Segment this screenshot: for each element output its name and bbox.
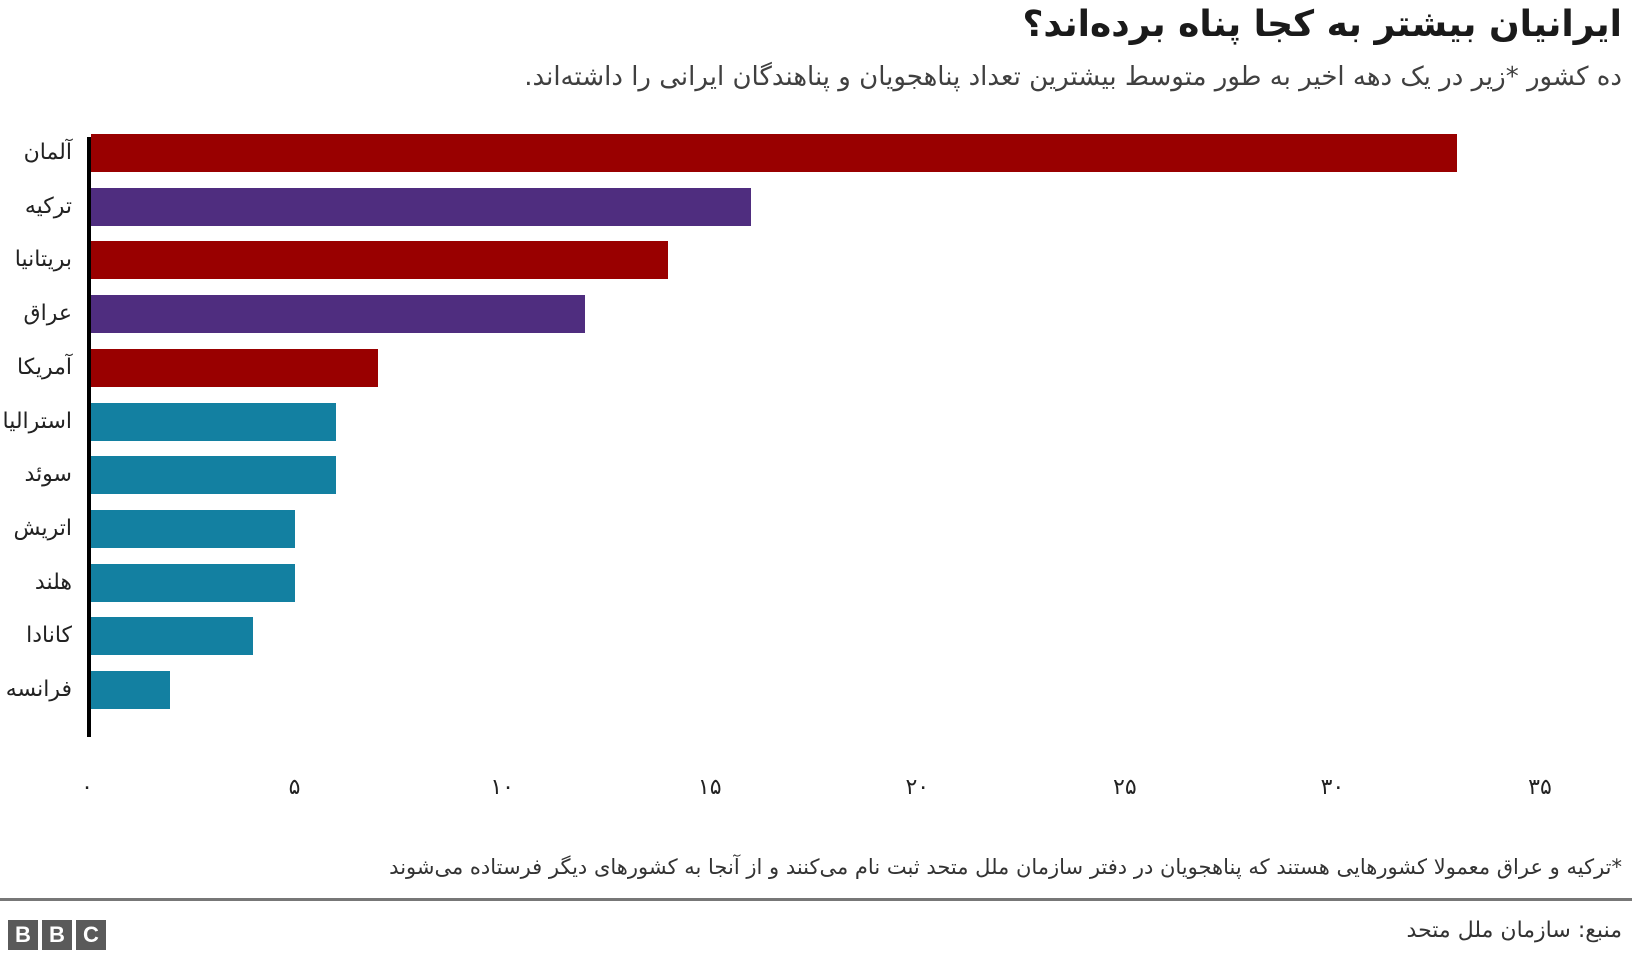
x-tick-label: ۱۵: [697, 775, 722, 800]
category-label: عراق: [23, 301, 72, 327]
bar: [91, 456, 337, 495]
x-tick-label: ۳۵: [1528, 775, 1552, 800]
category-label: کانادا: [26, 623, 72, 649]
bar-row: اتریش: [0, 509, 1632, 564]
bar: [91, 509, 295, 548]
category-label: هلند: [34, 569, 72, 595]
x-tick-label: ۲۵: [1113, 775, 1137, 800]
bbc-logo-letter: B: [42, 920, 72, 950]
category-label: آلمان: [23, 140, 72, 165]
bar: [91, 134, 1457, 172]
bar-row: ترکیه: [0, 187, 1632, 242]
footer-divider: [0, 898, 1632, 901]
bbc-logo-letter: C: [76, 920, 106, 950]
bbc-logo: B B C: [8, 920, 106, 950]
category-label: اتریش: [13, 515, 72, 541]
category-label: آمریکا: [16, 354, 72, 380]
bar-row: بریتانیا: [0, 241, 1632, 295]
bar-row: کانادا: [0, 617, 1632, 671]
bar-row: استرالیا: [0, 402, 1632, 457]
bar: [91, 187, 752, 226]
category-label: بریتانیا: [14, 247, 72, 273]
bar: [91, 617, 254, 656]
category-label: ترکیه: [24, 193, 72, 219]
bar-row: آلمان: [0, 134, 1632, 188]
x-tick-label: ۰: [81, 775, 93, 800]
x-tick-label: ۵: [288, 775, 301, 800]
chart-title: ایرانیان بیشتر به کجا پناه برده‌اند؟: [1022, 4, 1622, 45]
bar: [91, 671, 171, 709]
source-label: منبع: سازمان ملل متحد: [1406, 918, 1622, 943]
x-tick-label: ۱۰: [490, 775, 514, 800]
x-tick-label: ۳۰: [1320, 775, 1345, 800]
bar: [91, 241, 669, 280]
category-label: فرانسه: [5, 677, 72, 702]
bar-chart: آلمان ترکیه بریتانیا عراق آمریکا استرالیا سوئد…: [0, 130, 1632, 750]
bar-row: عراق: [0, 295, 1632, 349]
bar: [91, 402, 337, 441]
bar: [91, 295, 586, 334]
bar: [91, 563, 295, 602]
footnote: *ترکیه و عراق معمولا کشورهایی هستند که پ…: [389, 855, 1622, 879]
bbc-logo-letter: B: [8, 920, 38, 950]
category-label: استرالیا: [2, 408, 72, 434]
category-label: سوئد: [24, 462, 72, 488]
x-tick-label: ۲۰: [905, 775, 930, 800]
y-axis-line: [87, 137, 91, 737]
bar-row: فرانسه: [0, 671, 1632, 725]
chart-subtitle: ده کشور *زیر در یک دهه اخیر به طور متوسط…: [524, 62, 1622, 92]
bar-row: هلند: [0, 563, 1632, 618]
bar-row: سوئد: [0, 456, 1632, 510]
bar: [91, 348, 378, 387]
bar-row: آمریکا: [0, 348, 1632, 403]
